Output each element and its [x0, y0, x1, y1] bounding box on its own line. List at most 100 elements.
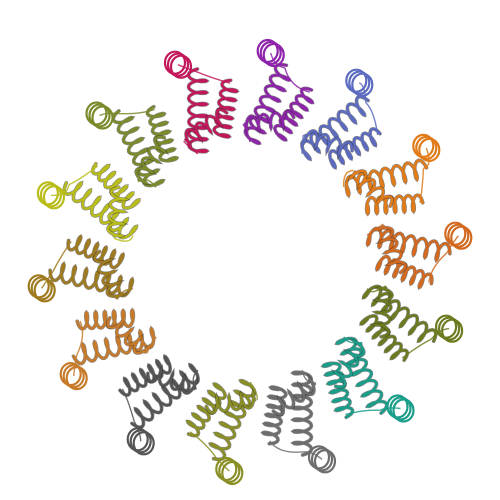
subunit-8-coil-2	[310, 447, 334, 472]
subunit-13-loop-1	[68, 165, 99, 186]
subunit-7-helix-a	[335, 337, 389, 415]
subunit-5-coil-1	[444, 221, 467, 246]
subunit-4-loop-3	[423, 147, 430, 170]
subunit-13-helix-c	[106, 186, 129, 238]
subunit-12-loop-3	[41, 270, 54, 289]
subunit-13-coil-1	[36, 181, 60, 206]
subunit-8-loop-3	[302, 451, 323, 460]
subunit-2-helix-a	[244, 63, 292, 145]
subunit-6-helix-c	[371, 286, 394, 338]
subunit-2-helix-c	[244, 110, 295, 134]
subunit-9-loop-3	[214, 455, 230, 472]
subunit-13-loop-2	[113, 235, 134, 242]
subunit-3-loop-2	[301, 134, 305, 154]
subunit-8-loop-2	[301, 369, 317, 384]
subunit-4-helix-c	[348, 169, 394, 208]
subunit-1-helix-c	[184, 108, 228, 149]
subunit-1-coil-3	[169, 54, 193, 79]
subunit-5-coil-3	[450, 225, 473, 250]
subunit-14-loop-1	[120, 108, 155, 115]
subunit-6-helix-b	[359, 314, 409, 362]
subunit-2-coil-3	[262, 42, 285, 68]
subunit-13-coil-3	[42, 185, 66, 210]
subunit-2-coil-1	[256, 38, 279, 64]
subunit-11-coil-1	[59, 362, 82, 387]
subunit-2-loop-1	[284, 67, 310, 93]
subunit-1-helix-b	[212, 79, 239, 139]
subunit-5-loop-2	[366, 223, 384, 236]
subunit-11-loop-1	[75, 320, 84, 356]
subunit-13-coil-2	[39, 183, 63, 208]
subunit-9-helix-c	[205, 390, 256, 414]
subunit-12-coil-2	[30, 276, 53, 301]
subunit-9-coil-1	[215, 456, 238, 482]
subunit-7-loop-3	[379, 407, 401, 411]
subunit-1-loop-2	[183, 140, 199, 155]
subunit-6-loop-1	[401, 338, 432, 359]
subunit-11-helix-a	[72, 326, 155, 365]
subunit-5-coil-2	[447, 223, 470, 248]
subunit-2-loop-2	[242, 123, 251, 143]
subunit-10-helix-c	[146, 365, 198, 395]
subunit-6-loop-3	[430, 328, 450, 340]
subunit-4-coil-1	[412, 133, 435, 158]
subunit-4-coil-2	[415, 135, 438, 160]
subunit-9-coil-2	[218, 458, 241, 484]
subunit-2-helix-b	[273, 87, 314, 142]
subunit-8-helix-c	[272, 375, 316, 416]
subunit-14-coil-3	[91, 105, 114, 130]
subunit-7-helix-b	[321, 362, 354, 419]
subunit-13-helix-b	[91, 162, 141, 210]
subunit-4-helix-b	[365, 193, 424, 216]
subunit-12-helix-a	[48, 261, 134, 297]
subunit-7-loop-1	[345, 409, 380, 416]
subunit-3-helix-a	[300, 95, 370, 161]
subunit-8-coil-1	[307, 445, 331, 470]
subunit-8-helix-b	[261, 385, 288, 445]
subunit-10-coil-3	[132, 431, 155, 456]
subunit-4-loop-2	[342, 169, 354, 188]
subunit-5-helix-c	[373, 225, 407, 274]
subunit-10-loop-2	[192, 369, 199, 390]
subunit-2-coil-2	[259, 40, 282, 66]
subunit-1-helix-a	[187, 67, 209, 154]
subunit-3-loop-1	[365, 101, 379, 136]
subunit-13-loop-3	[50, 184, 70, 197]
subunit-3-coil-2	[348, 70, 371, 95]
subunit-12-loop-1	[52, 241, 72, 272]
subunit-9-coil-3	[221, 460, 244, 486]
subunit-14-loop-3	[99, 112, 121, 117]
subunit-9-helix-a	[208, 379, 256, 461]
subunit-4-helix-a	[345, 159, 428, 198]
subunit-11-loop-3	[73, 355, 78, 377]
subunit-8-helix-a	[291, 370, 313, 457]
subunit-1-loop-3	[177, 64, 198, 73]
subunit-8-coil-3	[313, 449, 337, 474]
subunit-14-helix-a	[111, 109, 165, 187]
subunit-6-helix-a	[362, 285, 438, 343]
ring-group	[27, 38, 473, 486]
subunit-12-coil-3	[33, 278, 56, 303]
subunit-3-loop-3	[358, 82, 367, 103]
subunit-8-loop-1	[269, 440, 303, 453]
subunit-12-helix-b	[66, 234, 125, 269]
subunit-7-helix-c	[332, 339, 366, 389]
subunit-11-loop-2	[146, 336, 157, 354]
subunit-5-loop-3	[446, 235, 459, 254]
subunit-10-helix-a	[130, 363, 200, 429]
subunit-7-coil-3	[392, 398, 415, 423]
subunit-10-loop-1	[121, 388, 135, 422]
subunit-11-coil-2	[62, 364, 85, 389]
subunit-6-coil-2	[438, 316, 461, 341]
subunit-14-coil-2	[88, 103, 111, 128]
subunit-11-helix-b	[76, 308, 135, 331]
subunit-10-loop-3	[133, 421, 142, 442]
subunit-7-loop-2	[343, 336, 363, 344]
subunit-1-loop-1	[197, 71, 231, 84]
subunit-11-helix-c	[106, 316, 152, 355]
subunit-12-coil-1	[27, 274, 50, 299]
subunit-9-loop-2	[249, 381, 258, 400]
subunit-14-helix-c	[134, 135, 168, 185]
subunit-1-coil-2	[166, 52, 190, 77]
